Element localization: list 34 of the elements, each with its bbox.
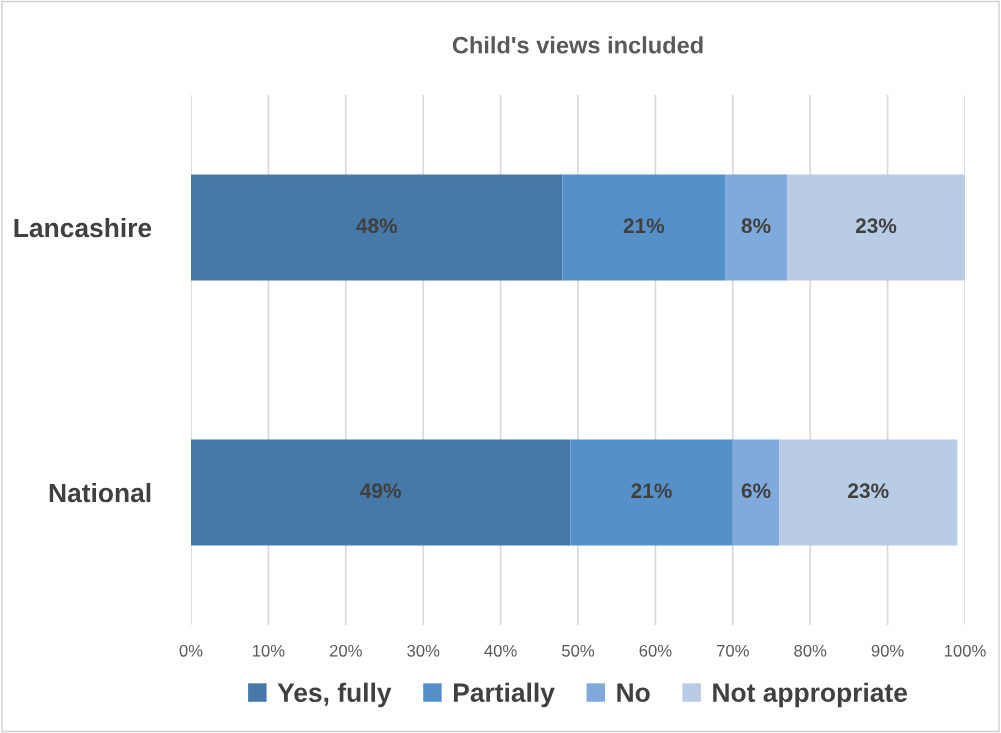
bar	[732, 439, 780, 546]
legend-label: Partially	[453, 682, 555, 708]
x-tick-label: 70%	[716, 644, 749, 657]
x-tick-label: 0%	[179, 644, 203, 657]
x-tick-label: 10%	[252, 644, 285, 657]
data-label: 6%	[741, 483, 771, 499]
x-tick-label: 80%	[794, 644, 827, 657]
bar	[191, 174, 563, 281]
legend-label: Yes, fully	[277, 682, 392, 708]
x-tick-label: 20%	[329, 644, 362, 657]
data-label: 49%	[360, 483, 401, 499]
data-label: 48%	[356, 218, 398, 234]
chart-title: Child's views included	[452, 36, 703, 54]
y-tick-label: Lancashire	[14, 217, 152, 238]
legend-label: Not appropriate	[713, 682, 908, 708]
data-label: 21%	[623, 218, 665, 234]
x-tick-label: 30%	[407, 644, 440, 657]
data-label: 8%	[741, 218, 771, 234]
data-label: 23%	[848, 483, 889, 499]
y-tick-label: National	[49, 482, 151, 503]
x-tick-label: 100%	[944, 644, 986, 657]
bar	[570, 439, 733, 546]
bar	[779, 439, 958, 546]
data-label: 21%	[631, 483, 672, 499]
x-tick-label: 60%	[639, 644, 672, 657]
x-tick-label: 90%	[871, 644, 904, 657]
data-label: 23%	[855, 218, 897, 234]
bar	[786, 174, 965, 281]
x-tick-label: 40%	[484, 644, 517, 657]
bar	[191, 439, 571, 546]
legend-label: No	[617, 683, 650, 703]
x-tick-label: 50%	[561, 644, 595, 657]
bar	[562, 174, 726, 281]
bar	[725, 174, 787, 281]
